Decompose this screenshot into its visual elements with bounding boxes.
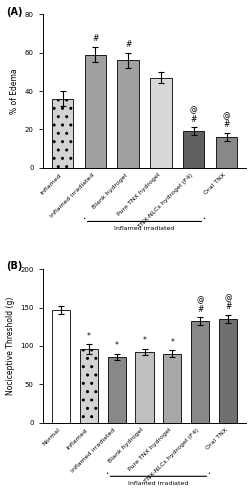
Bar xyxy=(216,137,237,168)
Text: Inflamed irradiated: Inflamed irradiated xyxy=(128,481,189,486)
Text: @
#: @ # xyxy=(224,292,232,312)
Y-axis label: % of Edema: % of Edema xyxy=(10,68,19,114)
Bar xyxy=(52,310,70,422)
Text: *: * xyxy=(115,342,119,350)
Bar xyxy=(117,60,139,168)
Text: (B): (B) xyxy=(6,262,22,272)
Bar xyxy=(191,322,209,422)
Text: (A): (A) xyxy=(6,6,22,16)
Bar xyxy=(219,319,237,422)
Bar xyxy=(52,98,73,168)
Text: *: * xyxy=(143,336,146,345)
Text: @
#: @ # xyxy=(190,105,198,124)
Text: *: * xyxy=(87,332,91,340)
Text: #: # xyxy=(92,34,99,43)
Text: Inflamed irradiated: Inflamed irradiated xyxy=(114,226,175,232)
Bar xyxy=(85,54,106,168)
Text: *: * xyxy=(170,338,174,346)
Text: @
#: @ # xyxy=(197,295,204,314)
Text: @
#: @ # xyxy=(223,110,230,130)
Bar xyxy=(136,352,154,422)
Bar xyxy=(80,349,98,422)
Text: #: # xyxy=(125,40,131,49)
Bar xyxy=(108,358,126,422)
Bar xyxy=(163,354,181,422)
Bar xyxy=(150,78,172,168)
Y-axis label: Nociceptive Threshold (g): Nociceptive Threshold (g) xyxy=(6,296,15,395)
Bar xyxy=(183,132,204,168)
